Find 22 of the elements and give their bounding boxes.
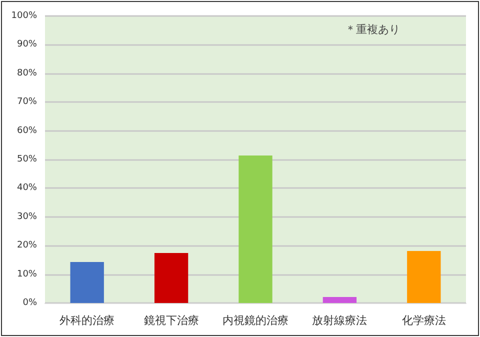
- x-tick-label: 外科的治療: [60, 314, 115, 327]
- y-tick-label: 50%: [16, 154, 38, 164]
- y-tick-label: 0%: [22, 298, 38, 308]
- annotation: ＊重複あり: [345, 23, 400, 36]
- y-tick-label: 100%: [11, 11, 38, 21]
- y-tick-label: 20%: [16, 240, 38, 251]
- bar: [407, 251, 441, 303]
- x-tick-label: 鏡視下治療: [144, 314, 199, 327]
- y-tick-label: 10%: [16, 269, 38, 280]
- y-tick-label: 30%: [16, 212, 38, 222]
- bar: [70, 262, 104, 303]
- y-tick-label: 60%: [16, 126, 38, 136]
- bar: [238, 155, 272, 303]
- x-tick-label: 放射線療法: [312, 314, 368, 327]
- bar: [322, 296, 357, 303]
- x-tick-label: 化学療法: [402, 314, 446, 327]
- y-tick-label: 90%: [16, 40, 38, 50]
- bar: [154, 253, 188, 303]
- x-tick-label: 内視鏡的治療: [222, 314, 288, 327]
- y-tick-label: 40%: [16, 183, 38, 194]
- y-tick-label: 70%: [16, 97, 38, 108]
- y-tick-label: 80%: [16, 68, 38, 78]
